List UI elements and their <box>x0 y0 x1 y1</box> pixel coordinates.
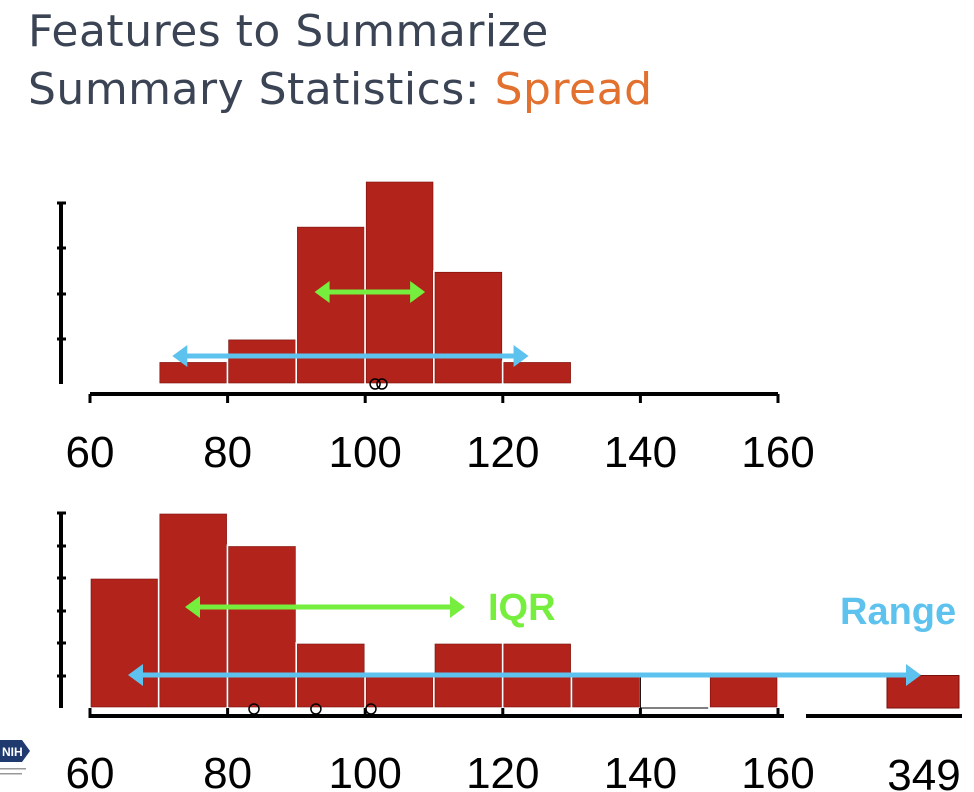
title-line-1: Features to Summarize <box>28 6 549 57</box>
bar-2-2 <box>226 544 298 709</box>
bar-outline-1-4 <box>434 271 503 384</box>
x-tick-label-2-349: 349 <box>887 751 960 792</box>
bar-outline-2-2 <box>228 546 296 708</box>
x-tick-label-2-60: 60 <box>66 749 115 792</box>
data-marker-1-0 <box>369 378 381 390</box>
bar-2-8 <box>639 675 710 709</box>
x-tick-label-1-160: 160 <box>741 428 814 477</box>
bar-1-5 <box>501 360 573 386</box>
bar-1-2 <box>295 225 367 385</box>
range-arrow-2 <box>128 664 921 686</box>
data-marker-2-0 <box>248 703 260 715</box>
x-tick-label-1-120: 120 <box>466 428 539 477</box>
x-tick-label-2-160: 160 <box>741 749 814 792</box>
iqr-arrow-1 <box>314 281 426 303</box>
bar-2-9 <box>708 674 780 709</box>
iqr-label: IQR <box>488 587 556 629</box>
range-label: Range <box>840 591 956 633</box>
bar-2-4 <box>364 674 436 709</box>
bar-2-outlier <box>886 675 960 709</box>
range-arrow-1 <box>172 345 529 367</box>
x-tick-label-1-80: 80 <box>203 428 252 477</box>
data-marker-1-1 <box>376 378 388 390</box>
bar-2-0 <box>89 577 160 709</box>
nih-logo-icon: NIH <box>0 740 30 775</box>
bar-outline-2-0 <box>90 578 159 708</box>
iqr-arrow-2 <box>185 596 465 618</box>
x-tick-label-1-140: 140 <box>604 428 677 477</box>
bar-1-4 <box>433 270 504 386</box>
bar-1-1 <box>226 337 298 385</box>
x-tick-label-2-100: 100 <box>328 749 401 792</box>
data-marker-2-2 <box>365 703 377 715</box>
title-accent: Spread <box>494 64 653 115</box>
x-tick-label-2-120: 120 <box>466 749 539 792</box>
bar-2-7 <box>570 674 642 709</box>
x-tick-label-1-60: 60 <box>66 428 115 477</box>
svg-text:NIH: NIH <box>2 745 23 759</box>
bar-1-0 <box>157 360 229 386</box>
title-prefix: Summary Statistics: <box>28 64 495 115</box>
bar-outline-1-5 <box>503 362 571 384</box>
title-line-2: Summary Statistics: Spread <box>28 64 653 115</box>
data-marker-2-1 <box>310 703 322 715</box>
x-tick-label-1-100: 100 <box>328 428 401 477</box>
x-tick-label-2-140: 140 <box>604 749 677 792</box>
x-tick-label-2-80: 80 <box>203 749 252 792</box>
